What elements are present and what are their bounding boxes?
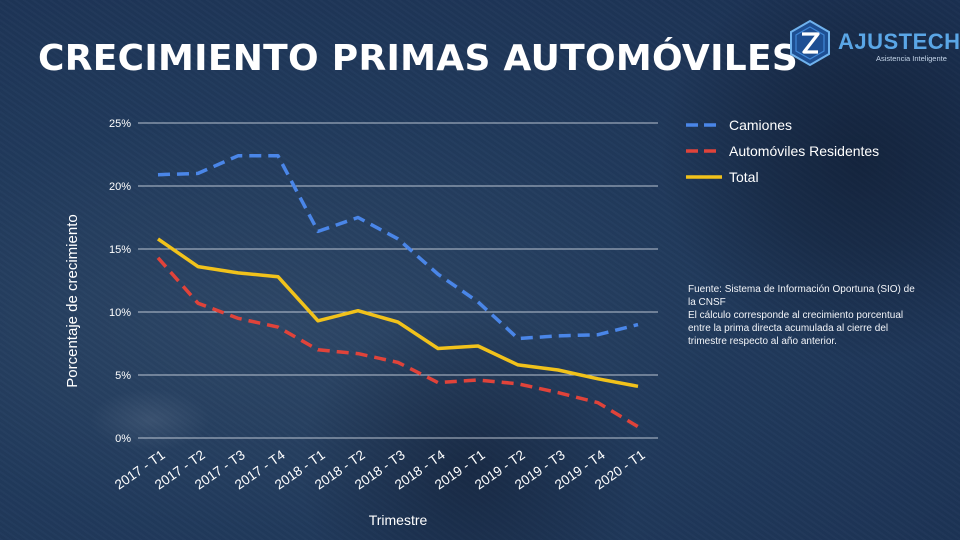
series-line-total bbox=[157, 237, 639, 389]
source-text: Fuente: Sistema de Información Oportuna … bbox=[688, 284, 915, 308]
legend-label: Total bbox=[729, 169, 759, 185]
y-tick-label: 5% bbox=[115, 370, 131, 382]
y-tick-label: 10% bbox=[109, 307, 131, 319]
legend-label: Automóviles Residentes bbox=[729, 143, 879, 159]
series-line-camiones bbox=[157, 154, 639, 341]
logo-name: AJUSTECH bbox=[838, 29, 960, 54]
logo-tagline: Asistencia Inteligente bbox=[876, 54, 947, 63]
y-axis-label: Porcentaje de crecimiento bbox=[64, 214, 81, 387]
y-tick-label: 25% bbox=[109, 118, 131, 130]
series-line-automóviles-residentes bbox=[156, 256, 639, 429]
y-tick-label: 20% bbox=[109, 181, 131, 193]
source-note: Fuente: Sistema de Información Oportuna … bbox=[688, 283, 923, 348]
company-logo: AJUSTECH Asistencia Inteligente bbox=[788, 19, 960, 69]
y-tick-label: 0% bbox=[115, 433, 131, 445]
method-text: El cálculo corresponde al crecimiento po… bbox=[688, 310, 904, 347]
slide-title: CRECIMIENTO PRIMAS AUTOMÓVILES bbox=[38, 38, 799, 79]
x-axis-label: Trimestre bbox=[369, 512, 428, 528]
logo-badge-icon bbox=[790, 19, 830, 67]
legend-label: Camiones bbox=[729, 117, 792, 133]
y-tick-label: 15% bbox=[109, 244, 131, 256]
